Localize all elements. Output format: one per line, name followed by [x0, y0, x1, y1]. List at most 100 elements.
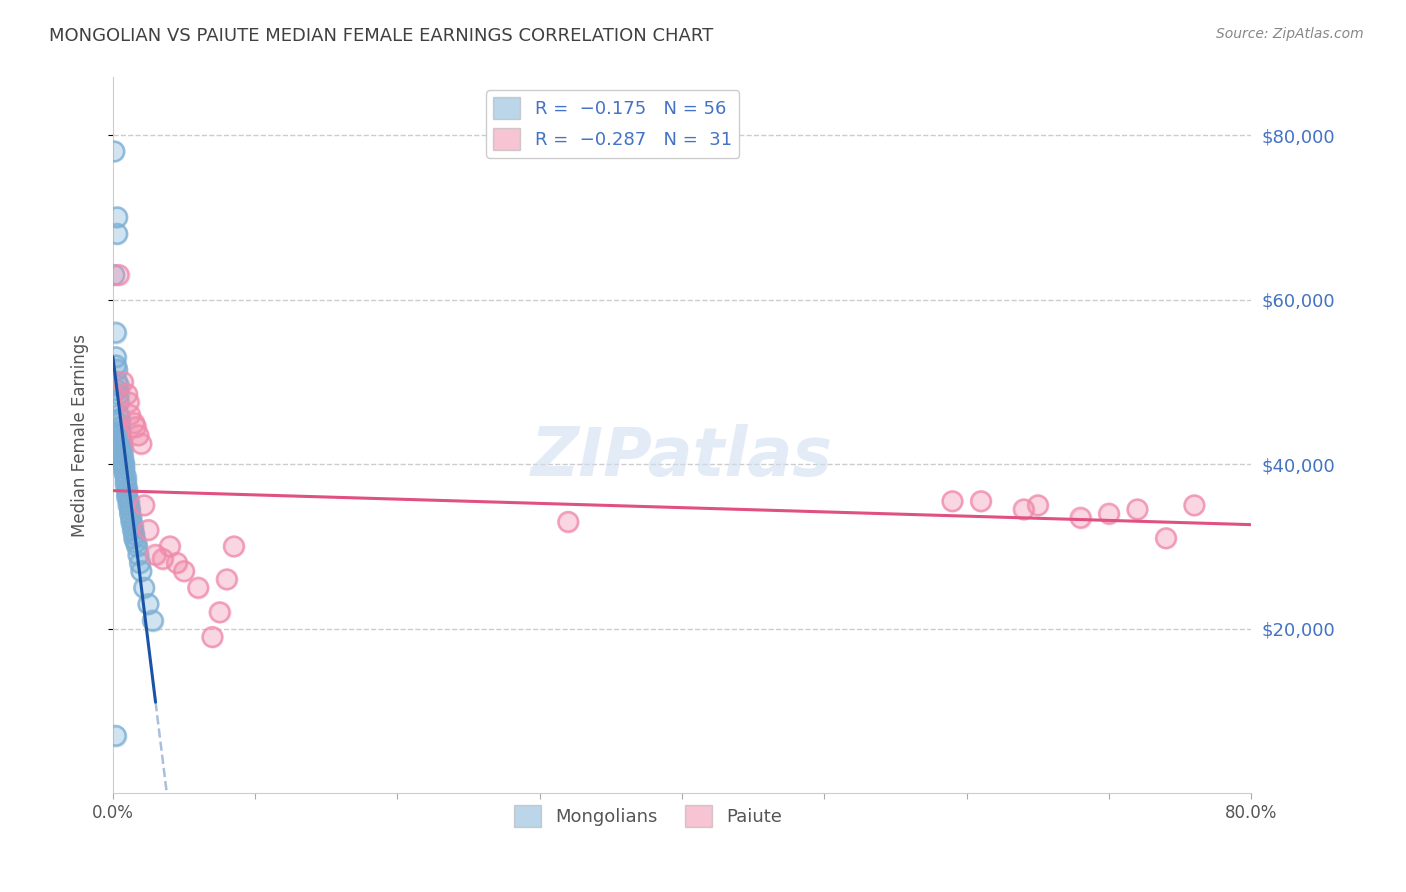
Point [117, 395, 139, 409]
Point [1098, 507, 1121, 521]
Point [111, 449, 134, 463]
Point [112, 461, 135, 475]
Point [131, 436, 153, 450]
Point [110, 441, 132, 455]
Point [107, 268, 129, 282]
Point [125, 540, 148, 554]
Point [104, 359, 127, 373]
Point [107, 379, 129, 393]
Point [122, 416, 145, 430]
Point [187, 581, 209, 595]
Point [105, 211, 128, 225]
Point [118, 507, 141, 521]
Point [110, 445, 132, 459]
Text: MONGOLIAN VS PAIUTE MEDIAN FEMALE EARNINGS CORRELATION CHART: MONGOLIAN VS PAIUTE MEDIAN FEMALE EARNIN… [49, 27, 713, 45]
Text: ZIPatlas: ZIPatlas [531, 424, 834, 490]
Point [117, 395, 139, 409]
Point [108, 433, 131, 447]
Point [115, 486, 138, 500]
Point [1154, 531, 1177, 545]
Point [1070, 510, 1092, 524]
Point [1154, 531, 1177, 545]
Point [104, 326, 127, 340]
Point [115, 387, 138, 401]
Point [142, 614, 165, 628]
Point [557, 515, 579, 529]
Point [114, 477, 136, 491]
Point [104, 729, 127, 743]
Legend: Mongolians, Paiute: Mongolians, Paiute [506, 798, 789, 834]
Point [120, 515, 142, 529]
Point [124, 535, 146, 549]
Point [108, 428, 131, 442]
Point [112, 457, 135, 471]
Point [110, 436, 132, 450]
Point [108, 433, 131, 447]
Point [111, 453, 134, 467]
Point [118, 408, 141, 422]
Point [118, 502, 141, 516]
Point [145, 548, 167, 562]
Point [120, 510, 142, 524]
Point [117, 499, 139, 513]
Point [105, 227, 128, 241]
Point [105, 375, 128, 389]
Point [107, 395, 129, 409]
Point [122, 531, 145, 545]
Point [121, 519, 143, 533]
Point [122, 531, 145, 545]
Point [134, 499, 156, 513]
Point [105, 375, 128, 389]
Point [105, 383, 128, 397]
Point [131, 436, 153, 450]
Point [114, 477, 136, 491]
Point [152, 551, 174, 566]
Point [208, 605, 231, 619]
Point [110, 445, 132, 459]
Point [114, 474, 136, 488]
Point [124, 420, 146, 434]
Point [128, 556, 150, 570]
Point [107, 416, 129, 430]
Point [1012, 502, 1035, 516]
Point [142, 614, 165, 628]
Point [1098, 507, 1121, 521]
Point [173, 564, 195, 578]
Point [187, 581, 209, 595]
Point [159, 540, 181, 554]
Point [122, 527, 145, 541]
Point [108, 412, 131, 426]
Point [115, 482, 138, 496]
Point [108, 420, 131, 434]
Point [138, 597, 160, 611]
Point [107, 379, 129, 393]
Point [107, 408, 129, 422]
Point [120, 515, 142, 529]
Point [166, 556, 188, 570]
Point [131, 564, 153, 578]
Point [941, 494, 963, 508]
Point [201, 630, 224, 644]
Point [112, 466, 135, 480]
Point [1182, 499, 1205, 513]
Point [111, 457, 134, 471]
Point [103, 145, 125, 159]
Point [107, 416, 129, 430]
Point [127, 548, 149, 562]
Point [118, 507, 141, 521]
Point [117, 494, 139, 508]
Point [107, 387, 129, 401]
Point [122, 416, 145, 430]
Point [115, 486, 138, 500]
Point [159, 540, 181, 554]
Point [117, 499, 139, 513]
Point [131, 564, 153, 578]
Point [222, 540, 245, 554]
Point [111, 441, 134, 455]
Point [1070, 510, 1092, 524]
Point [124, 535, 146, 549]
Point [127, 428, 149, 442]
Point [124, 420, 146, 434]
Point [115, 482, 138, 496]
Point [104, 326, 127, 340]
